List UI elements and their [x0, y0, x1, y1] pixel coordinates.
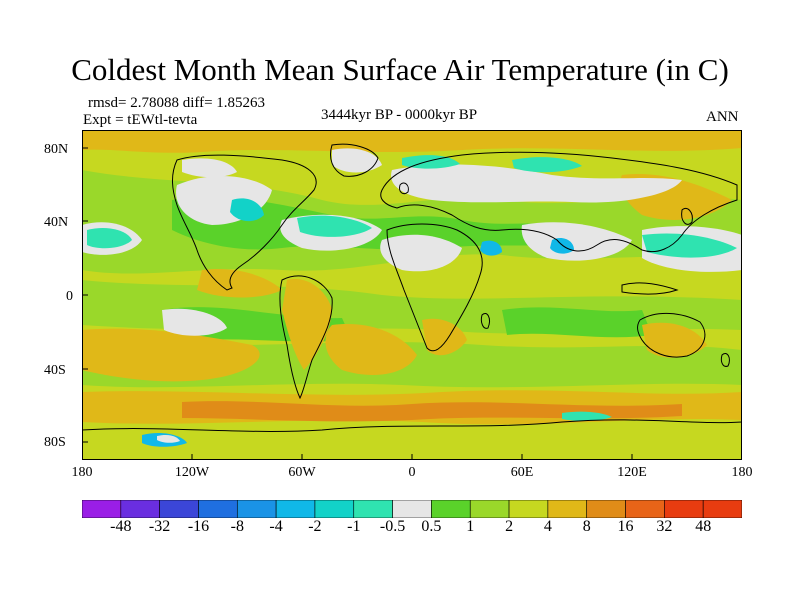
- lon-tick-120w: 120W: [174, 465, 210, 480]
- field-cyan-siberia: [512, 157, 582, 173]
- colorbar-box: [702, 500, 742, 518]
- colorbar-box: [431, 500, 471, 518]
- lon-tick-60e: 60E: [510, 465, 534, 480]
- colorbar-box: [664, 500, 704, 518]
- coast-new-zealand: [720, 352, 730, 367]
- coast-south-america: [279, 275, 333, 400]
- coast-north-america: [172, 154, 317, 291]
- coast-eurasia: [380, 151, 738, 253]
- field-bright-green-north: [172, 196, 602, 250]
- lon-tick-120e: 120E: [617, 465, 647, 480]
- coast-australia: [637, 312, 706, 358]
- colorbar-label: -4: [269, 518, 283, 535]
- tick-marks: [82, 147, 633, 460]
- lat-tick-40s: 40S: [44, 363, 66, 378]
- stats-line-rmsd: rmsd= 2.78088 diff= 1.85263: [88, 95, 266, 111]
- colorbar-label: -0.5: [379, 518, 406, 535]
- field-cyan-pacific-north-east: [642, 233, 737, 258]
- field-white-asia-south: [521, 222, 632, 261]
- period-label: 3444kyr BP - 0000kyr BP: [321, 107, 478, 123]
- field-white-pacific-south: [162, 308, 227, 336]
- colorbar-box: [392, 500, 432, 518]
- coast-madagascar: [480, 313, 490, 329]
- colorbar-label: 1: [466, 518, 475, 535]
- coastlines: [82, 143, 742, 432]
- field-bright-green-indian: [502, 307, 652, 338]
- colorbar-label: -1: [347, 518, 361, 535]
- coast-japan: [681, 207, 693, 225]
- colorbar-label: -2: [308, 518, 322, 535]
- field-white-arctic-west: [182, 158, 237, 178]
- field-orange-arctic: [82, 130, 742, 153]
- colorbar-box: [547, 500, 588, 518]
- lat-tick-80s: 80S: [44, 435, 66, 450]
- lon-tick-180e: 180: [731, 465, 753, 480]
- colorbar-label: 48: [695, 518, 712, 535]
- colorbar-box: [198, 500, 238, 518]
- colorbar-box: [625, 500, 665, 518]
- colorbar-box: [120, 500, 160, 518]
- lat-tick-0: 0: [66, 289, 73, 304]
- coast-uk: [399, 182, 409, 195]
- colorbar-box: [353, 500, 393, 518]
- colorbar-label: -32: [148, 518, 171, 535]
- colorbar-box: [82, 500, 122, 518]
- colorbar-box: [508, 500, 549, 518]
- colorbar-label: 32: [656, 518, 673, 535]
- lon-tick-60w: 60W: [288, 465, 316, 480]
- colorbar-label: -8: [230, 518, 244, 535]
- colorbar-box: [469, 500, 510, 518]
- field-orange-south-america: [282, 279, 332, 370]
- coast-indonesia: [621, 282, 679, 295]
- field-orange-africa-south: [422, 318, 467, 356]
- field-orange-tropic-east: [197, 269, 282, 298]
- colorbar-label: 0.5: [421, 518, 442, 535]
- field-hot-southern-ocean: [182, 401, 682, 422]
- colorbar-label: 16: [617, 518, 634, 535]
- field-orange-pacific-south: [82, 328, 260, 382]
- field-cyan-antarctic-east: [562, 411, 612, 422]
- stats-line-expt: Expt = tEWtl-tevta: [83, 112, 198, 128]
- colorbar-box: [586, 500, 626, 518]
- colorbar-box: [236, 500, 277, 518]
- colorbar-label: 4: [543, 518, 552, 535]
- colorbar-box: [275, 500, 316, 518]
- field-cyan-north-atlantic: [297, 215, 372, 237]
- field-orange-australia: [642, 322, 707, 358]
- colorbar-box: [314, 500, 355, 518]
- field-white-greenland: [332, 148, 382, 173]
- colorbar: [82, 500, 742, 518]
- field-cyan-india: [550, 238, 574, 254]
- coast-antarctica: [82, 419, 742, 432]
- colorbar-label: 2: [505, 518, 514, 535]
- temperature-map: [82, 130, 742, 460]
- field-cyan-north-america: [230, 198, 264, 222]
- colorbar-label: -16: [187, 518, 210, 535]
- map-title: Coldest Month Mean Surface Air Temperatu…: [71, 52, 729, 87]
- lat-tick-80n: 80N: [44, 142, 69, 157]
- colorbar-label: -48: [110, 518, 132, 535]
- coast-greenland: [330, 143, 379, 177]
- lon-tick-0: 0: [408, 465, 416, 480]
- lat-tick-40n: 40N: [44, 215, 69, 230]
- lon-tick-180w: 180: [71, 465, 93, 480]
- colorbar-label: 8: [582, 518, 591, 535]
- field-orange-atlantic-south: [325, 324, 417, 375]
- coast-africa: [386, 223, 483, 352]
- field-white-antarctic-pacific: [157, 434, 180, 443]
- season-label: ANN: [706, 109, 739, 125]
- field-white-sahara: [380, 234, 462, 272]
- field-white-eurasia: [391, 164, 682, 203]
- colorbar-box: [159, 500, 199, 518]
- field-cyan-pacific-west: [87, 228, 132, 249]
- field-cyan-arabia: [480, 240, 502, 256]
